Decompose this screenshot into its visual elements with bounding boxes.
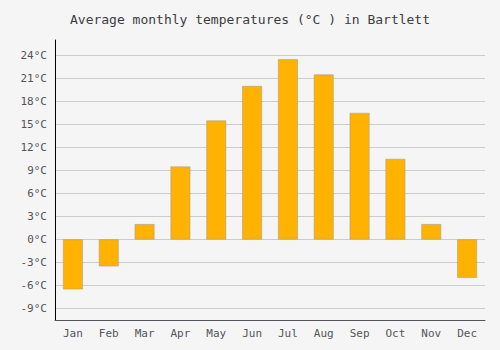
svg-text:18°C: 18°C — [21, 95, 48, 108]
svg-text:15°C: 15°C — [21, 118, 48, 131]
svg-text:May: May — [206, 327, 226, 340]
svg-text:Jan: Jan — [63, 327, 83, 340]
svg-text:Dec: Dec — [457, 327, 477, 340]
svg-text:Jun: Jun — [242, 327, 262, 340]
svg-text:Average monthly temperatures (: Average monthly temperatures (°C ) in Ba… — [70, 12, 430, 27]
svg-text:12°C: 12°C — [21, 141, 48, 154]
svg-text:0°C: 0°C — [27, 233, 47, 246]
svg-text:21°C: 21°C — [21, 72, 48, 85]
svg-text:Mar: Mar — [135, 327, 155, 340]
svg-text:6°C: 6°C — [27, 187, 47, 200]
svg-text:-6°C: -6°C — [21, 279, 48, 292]
svg-text:-9°C: -9°C — [21, 302, 48, 315]
svg-text:Feb: Feb — [99, 327, 119, 340]
svg-text:Aug: Aug — [314, 327, 334, 340]
svg-text:Oct: Oct — [385, 327, 405, 340]
svg-text:Jul: Jul — [278, 327, 298, 340]
svg-text:9°C: 9°C — [27, 164, 47, 177]
svg-text:Sep: Sep — [350, 327, 370, 340]
svg-text:3°C: 3°C — [27, 210, 47, 223]
svg-text:Apr: Apr — [170, 327, 190, 340]
svg-text:Nov: Nov — [421, 327, 441, 340]
svg-text:24°C: 24°C — [21, 49, 48, 62]
svg-text:-3°C: -3°C — [21, 256, 48, 269]
